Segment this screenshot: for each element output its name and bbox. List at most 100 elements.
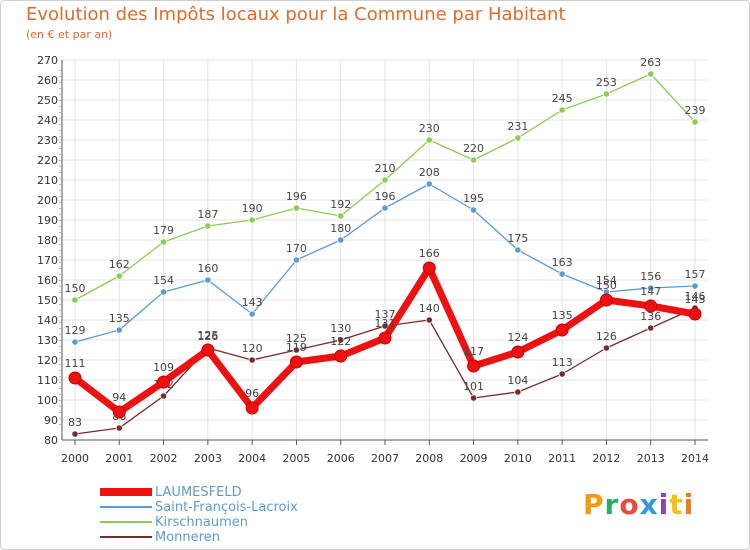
legend-swatch-saint-francois-lacroix	[100, 506, 152, 508]
data-label-laumesfeld: 122	[330, 335, 351, 348]
data-point-saint-francois-lacroix	[204, 276, 212, 284]
data-point-kirschnaumen	[558, 106, 566, 114]
data-point-saint-francois-lacroix	[691, 282, 699, 290]
y-tick-label: 80	[44, 434, 58, 447]
legend-label-saint-francois-lacroix: Saint-François-Lacroix	[155, 500, 298, 515]
data-point-kirschnaumen	[425, 136, 433, 144]
data-label-saint-francois-lacroix: 160	[197, 262, 218, 275]
x-tick-label: 2010	[504, 452, 532, 465]
data-label-laumesfeld: 166	[419, 247, 440, 260]
data-label-kirschnaumen: 196	[286, 190, 307, 203]
data-point-saint-francois-lacroix	[159, 288, 168, 296]
data-label-saint-francois-lacroix: 208	[419, 166, 440, 179]
data-point-monneren	[425, 316, 433, 324]
data-label-saint-francois-lacroix: 195	[463, 192, 484, 205]
x-tick-label: 2009	[460, 452, 488, 465]
data-label-monneren: 137	[375, 308, 396, 321]
data-label-laumesfeld: 119	[286, 341, 307, 354]
data-label-laumesfeld: 143	[685, 293, 706, 306]
y-tick-label: 110	[37, 374, 58, 387]
data-point-laumesfeld	[289, 355, 303, 369]
data-point-kirschnaumen	[292, 204, 301, 212]
data-label-laumesfeld: 147	[640, 285, 661, 298]
legend-swatch-laumesfeld	[100, 488, 152, 496]
data-label-saint-francois-lacroix: 154	[596, 274, 617, 287]
data-label-laumesfeld: 117	[463, 345, 484, 358]
x-tick-label: 2004	[238, 452, 266, 465]
x-tick-label: 2002	[150, 452, 178, 465]
y-tick-label: 270	[37, 54, 58, 67]
data-label-monneren: 146	[685, 290, 706, 303]
x-tick-label: 2006	[327, 452, 355, 465]
data-point-laumesfeld	[555, 323, 569, 337]
logo-letter: t	[669, 488, 684, 521]
data-point-monneren	[337, 336, 345, 344]
data-label-monneren: 126	[596, 330, 617, 343]
data-point-laumesfeld	[245, 401, 259, 415]
data-point-monneren	[469, 394, 478, 402]
data-label-saint-francois-lacroix: 135	[109, 312, 130, 325]
data-label-saint-francois-lacroix: 170	[286, 242, 307, 255]
data-point-laumesfeld	[644, 299, 658, 313]
data-point-kirschnaumen	[248, 216, 256, 224]
data-label-monneren: 140	[419, 302, 440, 315]
data-label-kirschnaumen: 210	[375, 162, 396, 175]
data-label-monneren: 126	[197, 330, 218, 343]
y-tick-label: 180	[37, 234, 58, 247]
data-point-monneren	[647, 324, 655, 332]
legend-label-laumesfeld: LAUMESFELD	[155, 485, 242, 500]
y-tick-label: 120	[37, 354, 58, 367]
data-label-kirschnaumen: 190	[242, 202, 263, 215]
data-label-monneren: 136	[640, 310, 661, 323]
x-tick-label: 2007	[371, 452, 399, 465]
data-point-laumesfeld	[599, 293, 613, 307]
data-label-kirschnaumen: 192	[330, 198, 351, 211]
data-point-laumesfeld	[422, 261, 436, 275]
data-label-kirschnaumen: 162	[109, 258, 130, 271]
data-label-saint-francois-lacroix: 156	[640, 270, 661, 283]
data-point-saint-francois-lacroix	[425, 180, 433, 188]
data-point-monneren	[602, 344, 611, 352]
data-label-laumesfeld: 94	[112, 391, 126, 404]
data-point-kirschnaumen	[381, 176, 389, 184]
data-point-laumesfeld	[378, 331, 392, 345]
data-point-monneren	[115, 424, 123, 432]
data-label-laumesfeld: 150	[596, 279, 617, 292]
x-tick-label: 2013	[637, 452, 665, 465]
data-point-kirschnaumen	[514, 134, 522, 142]
data-label-saint-francois-lacroix: 196	[375, 190, 396, 203]
data-point-saint-francois-lacroix	[248, 310, 256, 318]
x-tick-label: 2003	[194, 452, 222, 465]
y-tick-label: 240	[37, 114, 58, 127]
data-point-monneren	[558, 370, 566, 378]
data-label-laumesfeld: 131	[375, 317, 396, 330]
data-point-kirschnaumen	[647, 70, 655, 78]
data-label-monneren: 113	[552, 356, 573, 369]
y-tick-label: 100	[37, 394, 58, 407]
y-tick-label: 160	[37, 274, 58, 287]
y-tick-label: 90	[44, 414, 58, 427]
y-tick-label: 210	[37, 174, 58, 187]
logo-letter: o	[619, 488, 640, 521]
x-tick-label: 2011	[548, 452, 576, 465]
legend-label-kirschnaumen: Kirschnaumen	[155, 515, 248, 530]
data-label-kirschnaumen: 220	[463, 142, 484, 155]
data-point-saint-francois-lacroix	[71, 338, 79, 346]
data-point-saint-francois-lacroix	[514, 246, 522, 254]
data-point-laumesfeld	[688, 307, 702, 321]
x-tick-label: 2012	[592, 452, 620, 465]
chart-title: Evolution des Impôts locaux pour la Comm…	[26, 4, 566, 25]
data-label-saint-francois-lacroix: 157	[685, 268, 706, 281]
legend-swatch-monneren	[100, 536, 152, 538]
data-point-saint-francois-lacroix	[115, 326, 123, 334]
logo-letter: x	[639, 488, 659, 521]
data-point-kirschnaumen	[337, 212, 345, 220]
data-point-saint-francois-lacroix	[647, 284, 655, 292]
y-tick-label: 260	[37, 74, 58, 87]
data-label-laumesfeld: 124	[507, 331, 528, 344]
data-label-laumesfeld: 96	[245, 387, 259, 400]
chart-subtitle: (en € et par an)	[26, 28, 113, 41]
data-point-monneren	[292, 346, 301, 354]
data-point-laumesfeld	[467, 359, 481, 373]
data-label-monneren: 83	[68, 416, 82, 429]
